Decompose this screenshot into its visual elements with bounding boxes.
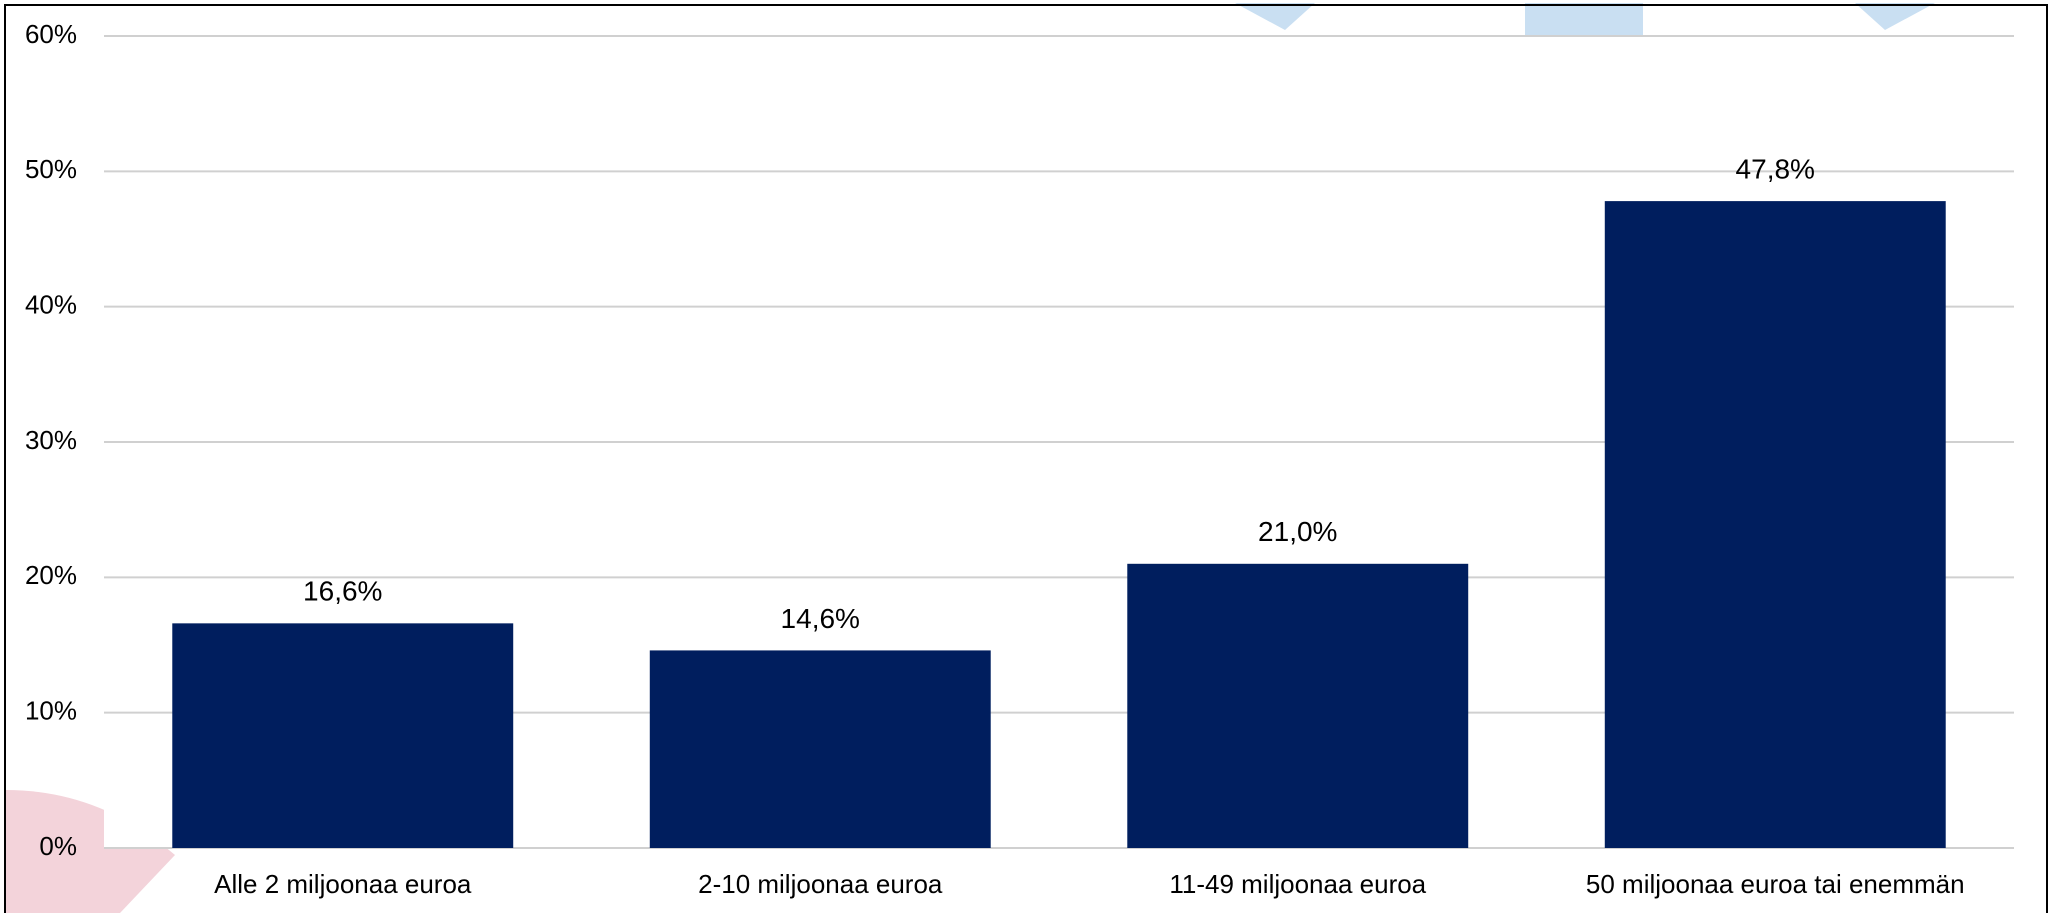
bar bbox=[1127, 563, 1469, 848]
bar bbox=[649, 650, 991, 848]
data-label: 16,6% bbox=[303, 576, 382, 607]
chart-frame bbox=[4, 4, 2048, 913]
y-axis-ticks: 0% 10% 20% 30% 40% 50% 60% bbox=[25, 19, 77, 861]
y-tick-label: 10% bbox=[25, 696, 77, 726]
bar bbox=[1604, 201, 1946, 848]
bar bbox=[172, 623, 514, 848]
data-label: 21,0% bbox=[1258, 516, 1337, 547]
data-label: 47,8% bbox=[1736, 153, 1815, 184]
y-tick-label: 30% bbox=[25, 425, 77, 455]
y-tick-label: 40% bbox=[25, 290, 77, 320]
data-labels: 16,6% 14,6% 21,0% 47,8% bbox=[303, 153, 1815, 633]
data-label: 14,6% bbox=[781, 603, 860, 634]
decor-blue-block bbox=[1525, 3, 1643, 37]
x-category-label: 11-49 miljoonaa euroa bbox=[1169, 869, 1426, 899]
background-decoration bbox=[6, 3, 1935, 913]
x-category-label: 50 miljoonaa euroa tai enemmän bbox=[1586, 869, 1965, 899]
y-tick-label: 60% bbox=[25, 19, 77, 49]
x-category-label: 2-10 miljoonaa euroa bbox=[698, 869, 943, 899]
y-tick-label: 0% bbox=[39, 831, 77, 861]
decor-blue-triangle-left bbox=[1235, 3, 1315, 30]
x-category-label: Alle 2 miljoonaa euroa bbox=[214, 869, 472, 899]
bars bbox=[172, 201, 1946, 848]
decor-pink-arc bbox=[6, 790, 175, 913]
decor-blue-triangle-right bbox=[1855, 3, 1935, 30]
y-tick-label: 50% bbox=[25, 154, 77, 184]
x-axis-labels: Alle 2 miljoonaa euroa 2-10 miljoonaa eur… bbox=[214, 869, 1964, 899]
y-tick-label: 20% bbox=[25, 560, 77, 590]
